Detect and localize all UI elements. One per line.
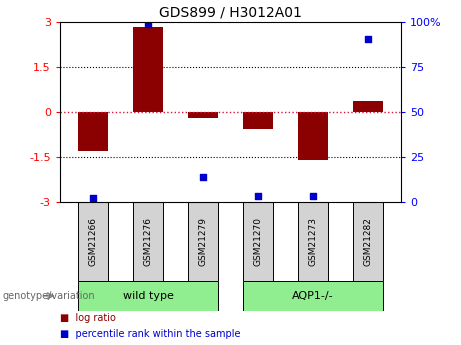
Title: GDS899 / H3012A01: GDS899 / H3012A01 [159, 6, 302, 20]
Text: ■  log ratio: ■ log ratio [60, 313, 116, 323]
Point [199, 174, 207, 179]
Bar [78, 112, 108, 151]
Point [254, 194, 262, 199]
Bar [188, 202, 218, 281]
Text: GSM21276: GSM21276 [143, 217, 153, 266]
Bar [188, 112, 218, 118]
Point [309, 194, 317, 199]
Point [89, 196, 97, 201]
Bar [133, 27, 163, 112]
Bar [243, 281, 383, 310]
Bar [353, 202, 383, 281]
Bar [243, 112, 273, 129]
Text: ■  percentile rank within the sample: ■ percentile rank within the sample [60, 329, 241, 339]
Point [144, 21, 152, 27]
Text: genotype/variation: genotype/variation [2, 291, 95, 301]
Text: GSM21282: GSM21282 [364, 217, 372, 266]
Bar [133, 202, 163, 281]
Text: GSM21270: GSM21270 [254, 217, 262, 266]
Text: GSM21266: GSM21266 [89, 217, 97, 266]
Text: GSM21273: GSM21273 [308, 217, 318, 266]
Bar [243, 202, 273, 281]
Text: wild type: wild type [123, 291, 173, 301]
Bar [298, 202, 328, 281]
Bar [78, 281, 218, 310]
Text: GSM21279: GSM21279 [199, 217, 207, 266]
Point [364, 36, 372, 41]
Bar [78, 202, 108, 281]
Bar [353, 101, 383, 112]
Bar [298, 112, 328, 160]
Text: AQP1-/-: AQP1-/- [292, 291, 334, 301]
